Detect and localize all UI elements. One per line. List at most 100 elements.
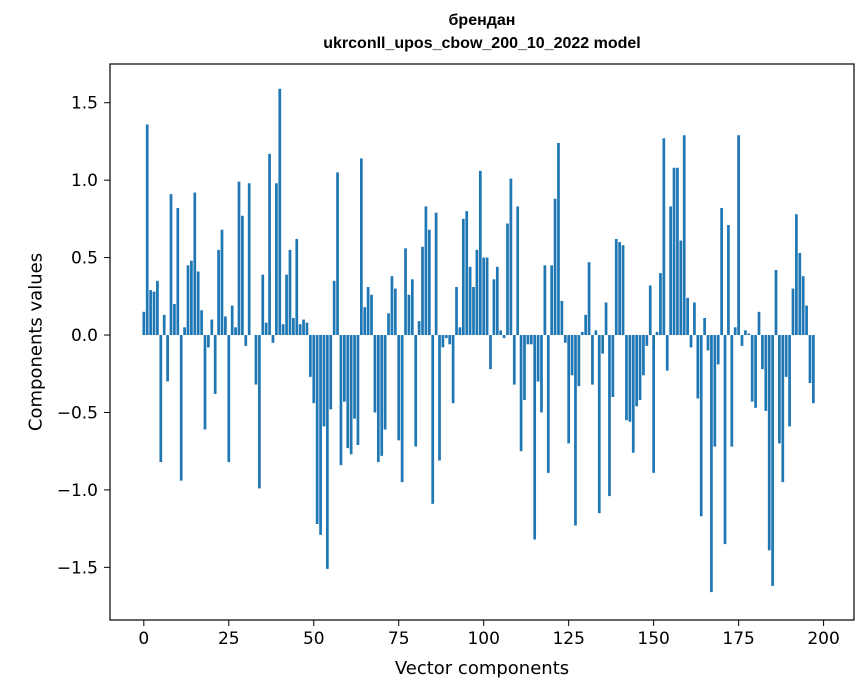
- bar: [546, 335, 550, 473]
- bar: [179, 335, 183, 481]
- x-axis: 0 25 50 75 100 125 150 175 200: [138, 620, 840, 649]
- bar: [458, 327, 462, 336]
- bar: [601, 335, 605, 354]
- bar: [309, 335, 312, 377]
- bar: [193, 192, 197, 336]
- bar: [740, 335, 744, 346]
- bar: [390, 276, 394, 336]
- bar: [451, 335, 455, 404]
- bar: [621, 245, 625, 336]
- bar: [329, 335, 333, 410]
- bar: [648, 285, 652, 336]
- bars-group: [142, 88, 815, 593]
- bar: [237, 181, 241, 336]
- bar: [288, 249, 292, 336]
- bar: [414, 335, 418, 447]
- bar: [679, 240, 683, 336]
- bar: [805, 305, 808, 336]
- bar: [461, 218, 465, 336]
- bar: [200, 310, 203, 336]
- bar: [210, 319, 214, 336]
- bar: [261, 274, 265, 336]
- bar: [159, 335, 163, 463]
- bar: [716, 335, 720, 365]
- bar: [604, 302, 608, 336]
- bar: [771, 335, 774, 586]
- bar: [812, 335, 815, 404]
- bar: [169, 194, 173, 336]
- bar: [292, 317, 295, 336]
- y-tick-label: −1.5: [57, 558, 98, 578]
- bar: [339, 335, 343, 466]
- bar: [162, 314, 166, 336]
- bar: [536, 335, 540, 382]
- y-tick-label: 0.5: [71, 249, 98, 269]
- bar: [767, 335, 771, 551]
- bar: [400, 335, 404, 483]
- bar: [723, 335, 727, 545]
- bar: [665, 335, 669, 371]
- y-tick-label: 0.0: [71, 326, 98, 346]
- bar: [353, 335, 356, 419]
- bar: [720, 208, 723, 336]
- plot-frame: [109, 63, 855, 621]
- bar: [747, 333, 751, 336]
- bar: [570, 335, 574, 376]
- bar: [557, 142, 560, 336]
- bar: [808, 335, 812, 384]
- bar: [183, 327, 186, 336]
- bar: [703, 317, 706, 336]
- bar: [275, 183, 278, 336]
- bar: [672, 167, 676, 336]
- bar: [397, 335, 401, 441]
- bar: [686, 297, 689, 336]
- bar: [434, 212, 438, 336]
- bar: [635, 335, 639, 407]
- bar: [489, 335, 492, 370]
- bar: [220, 229, 224, 336]
- bar: [217, 249, 220, 336]
- bar: [499, 330, 503, 336]
- bar: [186, 265, 190, 336]
- bar: [356, 335, 360, 445]
- bar: [693, 302, 696, 336]
- bar: [631, 335, 635, 453]
- bar: [319, 335, 322, 535]
- bar: [801, 276, 805, 336]
- bar: [285, 274, 288, 336]
- bar: [444, 335, 448, 339]
- bar: [788, 335, 791, 427]
- bar: [387, 313, 390, 336]
- x-tick-label: 200: [807, 629, 839, 649]
- bar: [696, 335, 700, 399]
- bar: [475, 249, 479, 336]
- bar: [336, 172, 339, 336]
- bar: [713, 335, 717, 447]
- bar: [247, 183, 251, 336]
- bar: [502, 335, 506, 339]
- bar: [540, 335, 543, 413]
- bar: [268, 153, 271, 336]
- bar: [495, 266, 499, 336]
- bar: [404, 248, 407, 336]
- bar: [410, 279, 414, 336]
- bar: [628, 335, 632, 422]
- bar: [781, 335, 785, 483]
- bar: [512, 335, 516, 385]
- bar: [795, 214, 798, 336]
- bar: [176, 208, 180, 336]
- bar: [156, 280, 159, 336]
- bar: [798, 252, 802, 336]
- bar: [563, 335, 567, 343]
- bar: [190, 260, 193, 336]
- bar: [642, 335, 645, 376]
- bar: [543, 265, 547, 336]
- bar: [393, 288, 397, 336]
- y-tick-label: −0.5: [57, 403, 98, 423]
- bar: [761, 335, 764, 370]
- bar: [363, 307, 367, 336]
- bar: [625, 335, 628, 421]
- bar: [149, 290, 152, 336]
- bar: [574, 335, 577, 526]
